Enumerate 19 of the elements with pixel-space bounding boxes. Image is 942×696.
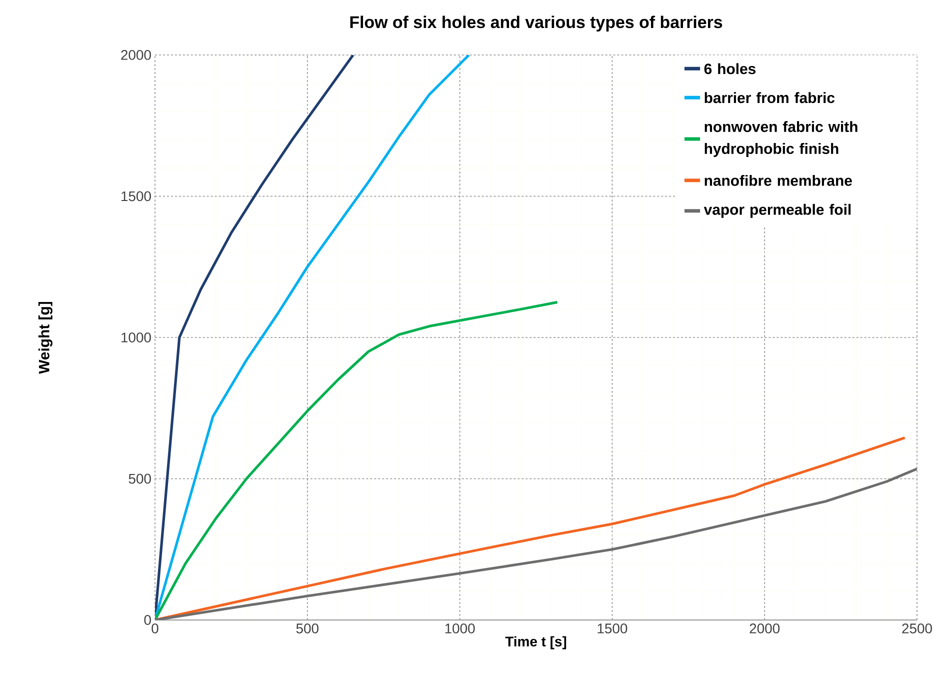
x-tick-label: 2000 — [750, 624, 780, 634]
legend-label: nanofibre membrane — [704, 174, 852, 186]
legend-label: nonwoven fabric with hydrophobic finish — [704, 121, 858, 157]
x-axis-title: Time t [s] — [505, 636, 566, 650]
x-tick-label: 1500 — [598, 624, 628, 634]
x-tick-label: 2500 — [902, 624, 932, 634]
y-tick-label: 2000 — [121, 50, 151, 60]
legend-label: vapor permeable foil — [704, 204, 851, 218]
legend-label: 6 holes — [704, 63, 756, 74]
x-tick-label: 500 — [296, 624, 318, 634]
y-tick-label: 0 — [144, 615, 151, 625]
y-tick-label: 500 — [128, 474, 151, 484]
y-tick-label: 1000 — [122, 332, 151, 342]
x-tick-label: 1000 — [445, 624, 475, 634]
legend-label: barrier from fabric — [704, 92, 835, 104]
y-axis-title: Weight [g] — [38, 302, 52, 374]
y-tick-label: 1500 — [122, 191, 151, 202]
chart-title: Flow of six holes and various types of barriers — [350, 16, 722, 32]
x-tick-label: 0 — [152, 624, 158, 634]
